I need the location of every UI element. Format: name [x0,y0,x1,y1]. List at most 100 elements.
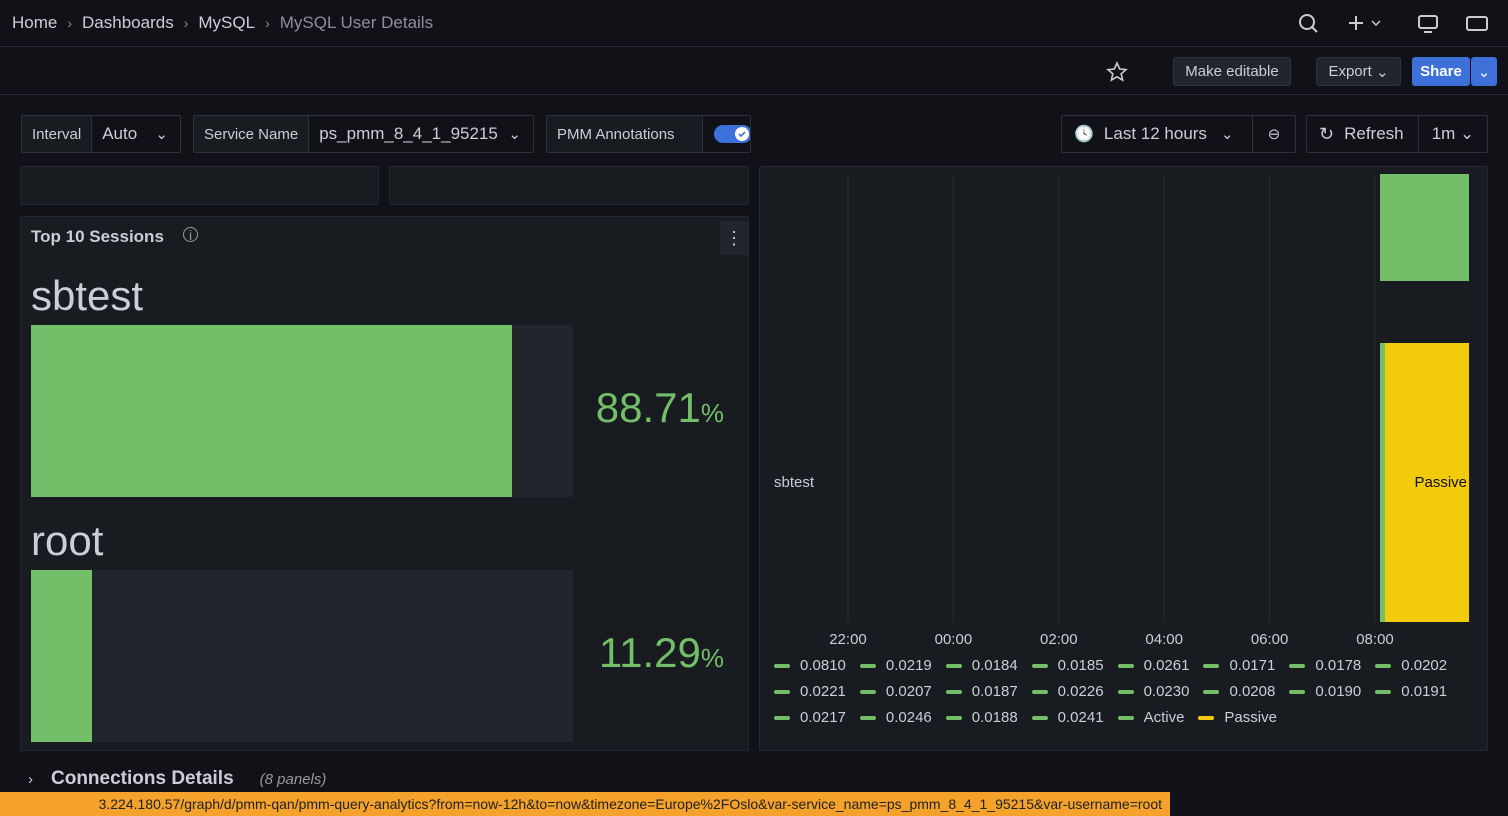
zoom-out[interactable]: ⊖ [1252,116,1295,152]
top-sessions-panel: Top 10 Sessions i ⋮ sbtest 88.71% root 11.2… [20,216,749,751]
panel-menu[interactable]: ⋮ [720,221,748,255]
legend-item[interactable]: 0.0219 [859,657,932,674]
legend-item[interactable]: 0.0810 [774,657,846,674]
legend-item[interactable]: 0.0230 [1117,683,1190,700]
legend-item[interactable]: 0.0178 [1289,657,1361,674]
make-editable-button[interactable]: Make editable [1173,57,1291,86]
breadcrumb-separator: › [183,15,189,31]
legend-item[interactable]: 0.0191 [1375,683,1447,700]
status-url: 3.224.180.57/graph/d/pmm-qan/pmm-query-a… [0,792,1170,816]
legend-item[interactable]: 0.0184 [945,657,1018,674]
variable-value: Auto [102,124,138,143]
export-button[interactable]: Export ⌄ [1316,57,1401,86]
star-icon[interactable] [1106,61,1128,83]
legend-item[interactable]: 0.0246 [859,709,932,726]
legend-swatch [945,663,962,668]
legend-item[interactable]: 0.0241 [1031,709,1104,726]
legend-swatch [859,663,876,668]
legend-item[interactable]: 0.0202 [1375,657,1447,674]
legend-swatch [1289,689,1306,694]
breadcrumb[interactable]: Dashboards [82,13,174,32]
legend-item[interactable]: 0.0261 [1117,657,1190,674]
legend-label: 0.0261 [1143,657,1190,674]
state-block [1380,174,1469,281]
variable-value: ps_pmm_8_4_1_95215 [319,124,498,143]
value-label: 88.71% [596,384,724,432]
value-unit: % [700,398,724,428]
breadcrumbs: Home › Dashboards › MySQL › MySQL User Details [12,13,443,33]
breadcrumb-separator: › [265,15,270,31]
variable-label: PMM Annotations [547,116,704,152]
interval-variable[interactable]: Interval Auto ⌄ [21,115,181,153]
legend-item[interactable]: 0.0187 [945,683,1018,700]
legend-label: 0.0188 [971,709,1018,726]
legend-label: 0.0226 [1057,683,1104,700]
legend-item[interactable]: 0.0208 [1203,683,1275,700]
value-unit: % [700,643,724,673]
legend-item[interactable]: 0.0217 [774,709,846,726]
info-icon[interactable]: i [183,227,198,243]
legend-item[interactable]: Passive [1198,709,1277,726]
annotations-toggle[interactable]: PMM Annotations [546,115,751,153]
legend-swatch [945,689,962,694]
x-tick-label: 02:00 [1040,631,1078,648]
legend-label: 0.0171 [1229,657,1276,674]
legend-item[interactable]: 0.0171 [1203,657,1275,674]
breadcrumb[interactable]: MySQL User Details [279,13,434,32]
row-count: (8 panels) [259,770,327,788]
legend-item[interactable]: 0.0221 [774,683,846,700]
legend-label: 0.0246 [885,709,932,726]
legend-label: 0.0185 [1057,657,1104,674]
url-text: 3.224.180.57/graph/d/pmm-qan/pmm-query-a… [98,796,1162,812]
legend-item[interactable]: 0.0185 [1031,657,1104,674]
bar [31,325,512,497]
toggle-switch[interactable] [713,124,750,144]
legend-swatch [1117,663,1134,668]
timeline-chart: sbtest Passive 22:00 00:00 02:00 04:00 06:00… [774,174,1469,648]
x-tick-label: 22:00 [829,631,867,648]
legend-swatch [1289,663,1306,668]
service-variable[interactable]: Service Name ps_pmm_8_4_1_95215 ⌄ [193,115,534,153]
legend-swatch [1375,663,1392,668]
timeline-panel: sbtest Passive 22:00 00:00 02:00 04:00 06:00… [759,166,1488,751]
legend-item[interactable]: 0.0207 [859,683,932,700]
time-range: Last 12 hours [1103,124,1207,143]
legend-label: 0.0184 [971,657,1018,674]
share-dropdown[interactable]: ⌄ [1471,57,1497,86]
breadcrumb[interactable]: MySQL [198,13,256,32]
legend-swatch [774,689,790,694]
legend-item[interactable]: Active [1117,709,1185,726]
state-label: Passive [1414,474,1467,491]
legend-swatch [1375,689,1392,694]
share-button[interactable]: Share [1412,57,1470,86]
legend-item[interactable]: 0.0190 [1289,683,1361,700]
variable-label: Interval [22,116,93,152]
top-icons [1299,14,1488,33]
legend-item[interactable]: 0.0188 [945,709,1018,726]
legend-swatch [1031,689,1048,694]
export-label: Export [1328,63,1372,80]
legend-label: 0.0202 [1401,657,1448,674]
x-tick-label: 04:00 [1145,631,1183,648]
legend-item[interactable]: 0.0226 [1031,683,1104,700]
refresh-picker[interactable]: ↻ Refresh 1m ⌄ [1306,115,1488,153]
legend-label: 0.0230 [1143,683,1190,700]
value-label: 11.29% [599,629,724,677]
row-header[interactable]: › Connections Details (8 panels) [28,768,327,789]
state-block [1380,343,1385,622]
breadcrumb[interactable]: Home [12,13,58,32]
breadcrumb-separator: › [67,15,73,31]
legend-swatch [1198,715,1215,720]
time-picker[interactable]: 🕓 Last 12 hours ⌄ ⊖ [1061,115,1296,153]
legend-swatch [774,715,790,720]
legend-swatch [1203,689,1220,694]
legend-label: 0.0178 [1315,657,1362,674]
refresh-button[interactable]: Refresh [1344,124,1404,143]
legend-label: 0.0219 [885,657,932,674]
legend-label: Active [1143,709,1185,726]
refresh-interval[interactable]: 1m ⌄ [1418,116,1487,152]
legend-swatch [859,715,876,720]
x-tick-label: 00:00 [935,631,973,648]
legend-swatch [1117,715,1134,720]
